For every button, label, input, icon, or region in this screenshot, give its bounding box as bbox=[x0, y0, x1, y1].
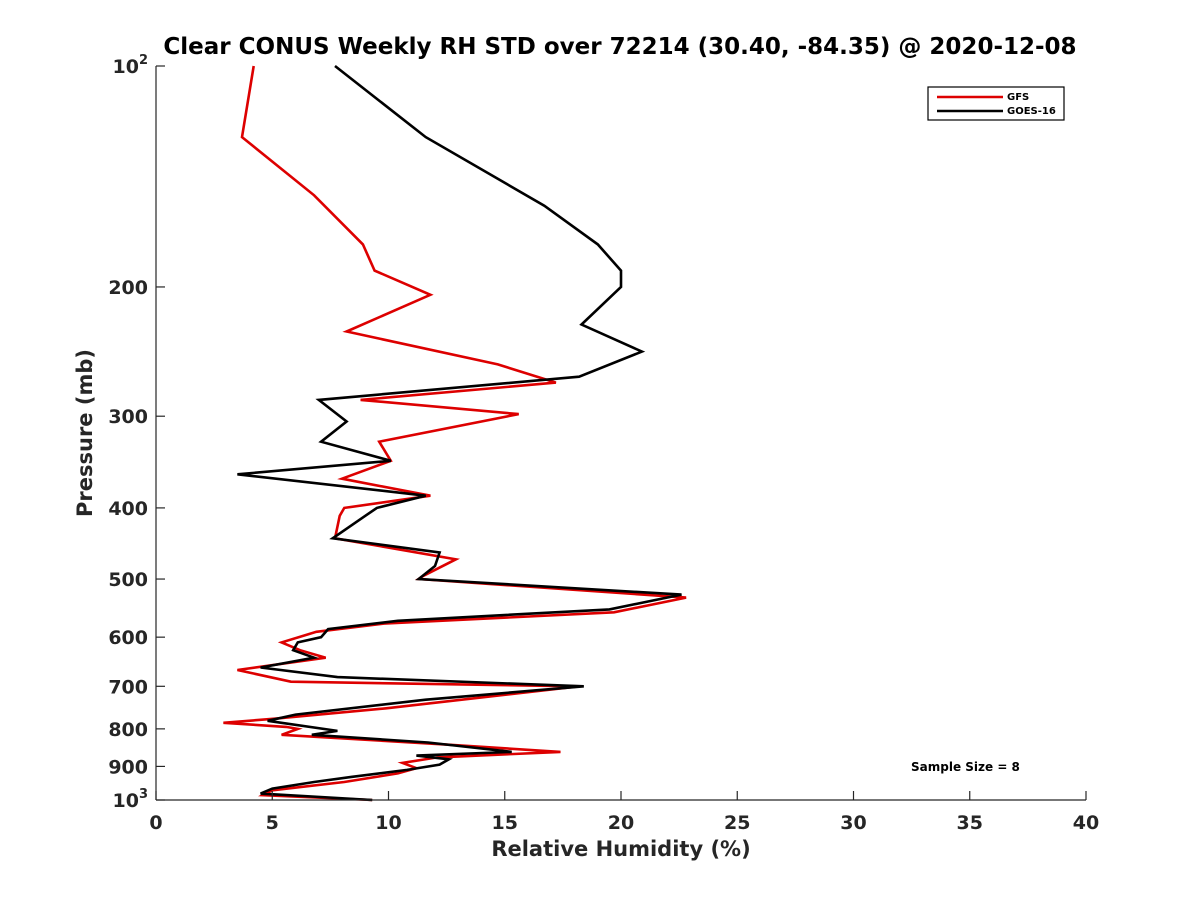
legend-label-gfs: GFS bbox=[1007, 92, 1029, 103]
y-tick-label: 800 bbox=[108, 719, 148, 741]
x-tick-label: 15 bbox=[492, 812, 518, 834]
series-layer bbox=[223, 64, 687, 802]
x-tick-label: 25 bbox=[724, 812, 750, 834]
y-tick-label: 103 bbox=[113, 787, 149, 812]
y-axis-ticks: 102 200 300 400 500 600 700 800 900 103 bbox=[108, 53, 165, 812]
x-tick-label: 20 bbox=[608, 812, 634, 834]
legend: GFS GOES-16 bbox=[927, 86, 1065, 121]
plot-area bbox=[156, 66, 1086, 800]
y-tick-label: 400 bbox=[108, 498, 148, 520]
y-tick-label: 300 bbox=[108, 406, 148, 428]
legend-box bbox=[927, 86, 1065, 121]
chart-title: Clear CONUS Weekly RH STD over 72214 (30… bbox=[163, 34, 1076, 60]
series-line-goes16 bbox=[237, 64, 682, 802]
x-tick-label: 35 bbox=[957, 812, 983, 834]
y-tick-label: 600 bbox=[108, 627, 148, 649]
x-axis-ticks: 0 5 10 15 20 25 30 35 40 bbox=[149, 791, 1099, 834]
y-axis-label: Pressure (mb) bbox=[73, 349, 97, 517]
x-tick-label: 40 bbox=[1073, 812, 1099, 834]
x-tick-label: 30 bbox=[840, 812, 866, 834]
y-tick-label: 700 bbox=[108, 676, 148, 698]
y-tick-label: 102 bbox=[113, 53, 149, 78]
x-tick-label: 5 bbox=[266, 812, 279, 834]
legend-label-goes16: GOES-16 bbox=[1007, 106, 1056, 117]
x-tick-label: 0 bbox=[149, 812, 162, 834]
sample-size-annotation: Sample Size = 8 bbox=[911, 760, 1020, 774]
y-tick-label: 500 bbox=[108, 569, 148, 591]
x-axis-label: Relative Humidity (%) bbox=[491, 837, 750, 861]
y-tick-label: 200 bbox=[108, 277, 148, 299]
x-tick-label: 10 bbox=[375, 812, 401, 834]
y-tick-label: 900 bbox=[108, 756, 148, 778]
